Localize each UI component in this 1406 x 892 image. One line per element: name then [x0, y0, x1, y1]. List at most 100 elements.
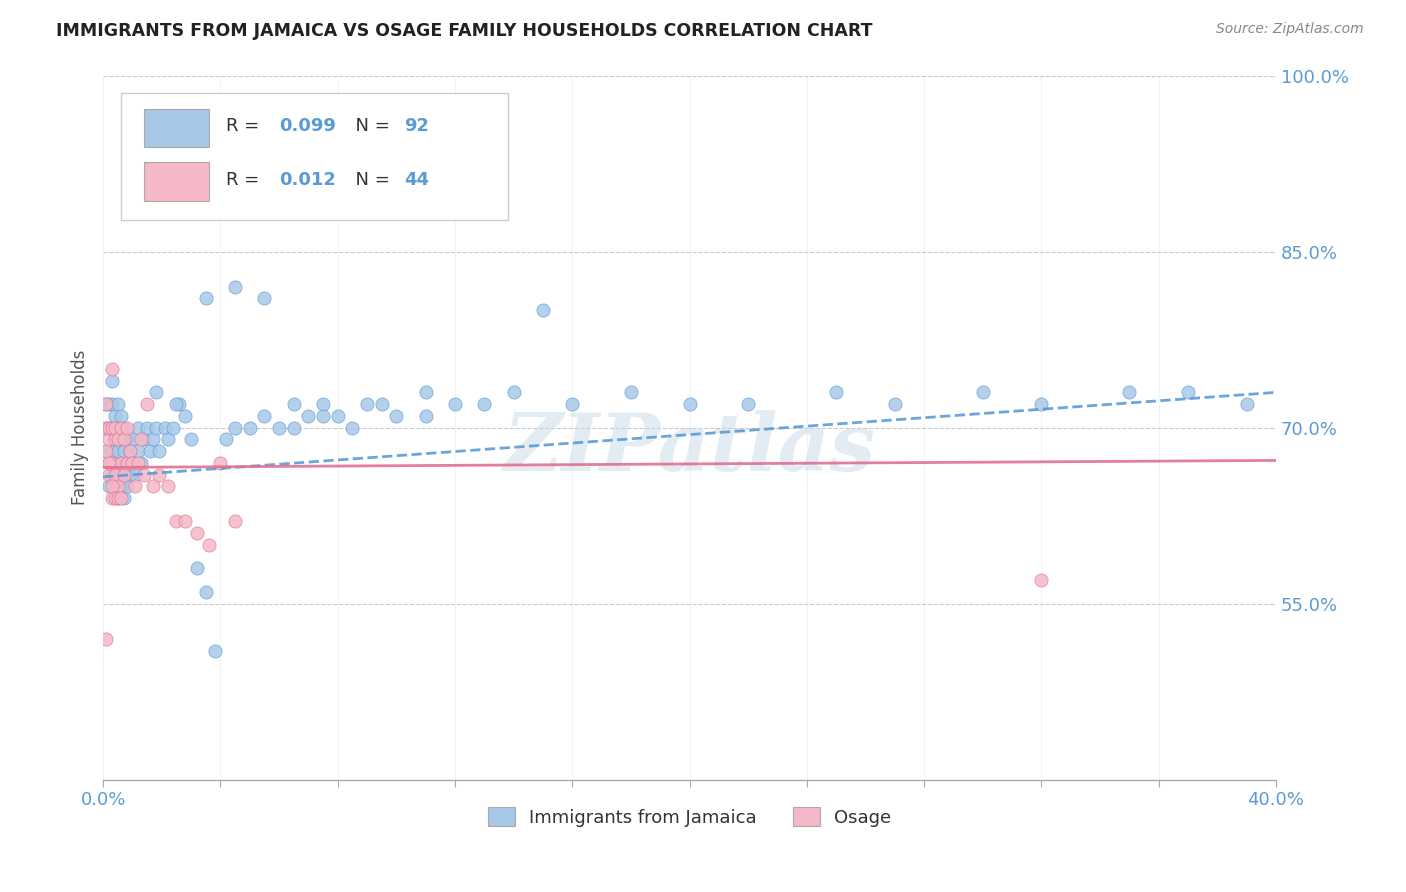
Point [98, 479, 121, 493]
Point [145, 385, 167, 400]
Text: N =: N = [343, 117, 395, 136]
Text: 92: 92 [405, 117, 430, 136]
Point [112, 432, 135, 446]
Point [101, 444, 124, 458]
Point [118, 467, 141, 482]
Point [107, 444, 129, 458]
Point [267, 420, 290, 434]
Point [169, 397, 191, 411]
Text: Source: ZipAtlas.com: Source: ZipAtlas.com [1216, 22, 1364, 37]
Point [104, 491, 127, 505]
Point [110, 479, 132, 493]
Point [101, 374, 124, 388]
Point [148, 467, 170, 482]
Point [194, 585, 217, 599]
Point [127, 444, 149, 458]
Text: 0.099: 0.099 [278, 117, 336, 136]
Point [101, 420, 124, 434]
Point [253, 409, 276, 423]
Point [370, 397, 392, 411]
Point [94, 632, 117, 646]
Point [883, 397, 905, 411]
Text: IMMIGRANTS FROM JAMAICA VS OSAGE FAMILY HOUSEHOLDS CORRELATION CHART: IMMIGRANTS FROM JAMAICA VS OSAGE FAMILY … [56, 22, 873, 40]
Point [1118, 385, 1140, 400]
Point [1177, 385, 1199, 400]
Point [127, 420, 149, 434]
Point [104, 409, 127, 423]
Point [415, 409, 437, 423]
Point [104, 456, 127, 470]
Point [136, 420, 159, 434]
Point [101, 491, 124, 505]
Point [253, 292, 276, 306]
Legend: Immigrants from Jamaica, Osage: Immigrants from Jamaica, Osage [481, 800, 898, 834]
Point [101, 467, 124, 482]
Point [94, 397, 117, 411]
Point [239, 420, 262, 434]
Point [94, 420, 117, 434]
Point [104, 467, 127, 482]
Point [142, 479, 165, 493]
Point [98, 456, 121, 470]
Point [98, 420, 121, 434]
Y-axis label: Family Households: Family Households [72, 350, 89, 505]
Point [118, 444, 141, 458]
Point [165, 515, 187, 529]
Point [104, 420, 127, 434]
Point [98, 420, 121, 434]
Point [174, 409, 197, 423]
Point [972, 385, 994, 400]
Point [121, 456, 143, 470]
Point [224, 515, 246, 529]
Point [1031, 573, 1053, 587]
Point [215, 432, 238, 446]
Point [110, 456, 132, 470]
FancyBboxPatch shape [121, 93, 508, 219]
Point [561, 397, 583, 411]
Point [153, 420, 176, 434]
Point [444, 397, 467, 411]
Text: ZIPatlas: ZIPatlas [503, 410, 876, 487]
Point [110, 432, 132, 446]
Point [94, 397, 117, 411]
Point [110, 409, 132, 423]
Point [101, 362, 124, 376]
Point [104, 432, 127, 446]
Point [186, 561, 208, 575]
Point [134, 432, 156, 446]
Point [112, 467, 135, 482]
Point [127, 456, 149, 470]
Point [94, 420, 117, 434]
Point [115, 432, 138, 446]
Point [94, 444, 117, 458]
Point [204, 643, 226, 657]
Point [115, 479, 138, 493]
Point [326, 409, 349, 423]
Point [98, 467, 121, 482]
Point [620, 385, 643, 400]
Point [94, 444, 117, 458]
Point [110, 491, 132, 505]
Point [186, 526, 208, 541]
Point [136, 397, 159, 411]
Point [112, 444, 135, 458]
Point [107, 467, 129, 482]
Point [142, 432, 165, 446]
Point [107, 397, 129, 411]
Point [101, 420, 124, 434]
Text: R =: R = [226, 117, 266, 136]
Point [112, 467, 135, 482]
Point [104, 432, 127, 446]
FancyBboxPatch shape [145, 109, 208, 147]
Point [115, 456, 138, 470]
Point [162, 420, 184, 434]
Point [531, 303, 554, 318]
Text: N =: N = [343, 170, 395, 189]
Point [356, 397, 378, 411]
Point [124, 467, 146, 482]
Point [312, 397, 335, 411]
Text: R =: R = [226, 170, 266, 189]
Point [134, 467, 156, 482]
Point [312, 409, 335, 423]
Point [107, 432, 129, 446]
